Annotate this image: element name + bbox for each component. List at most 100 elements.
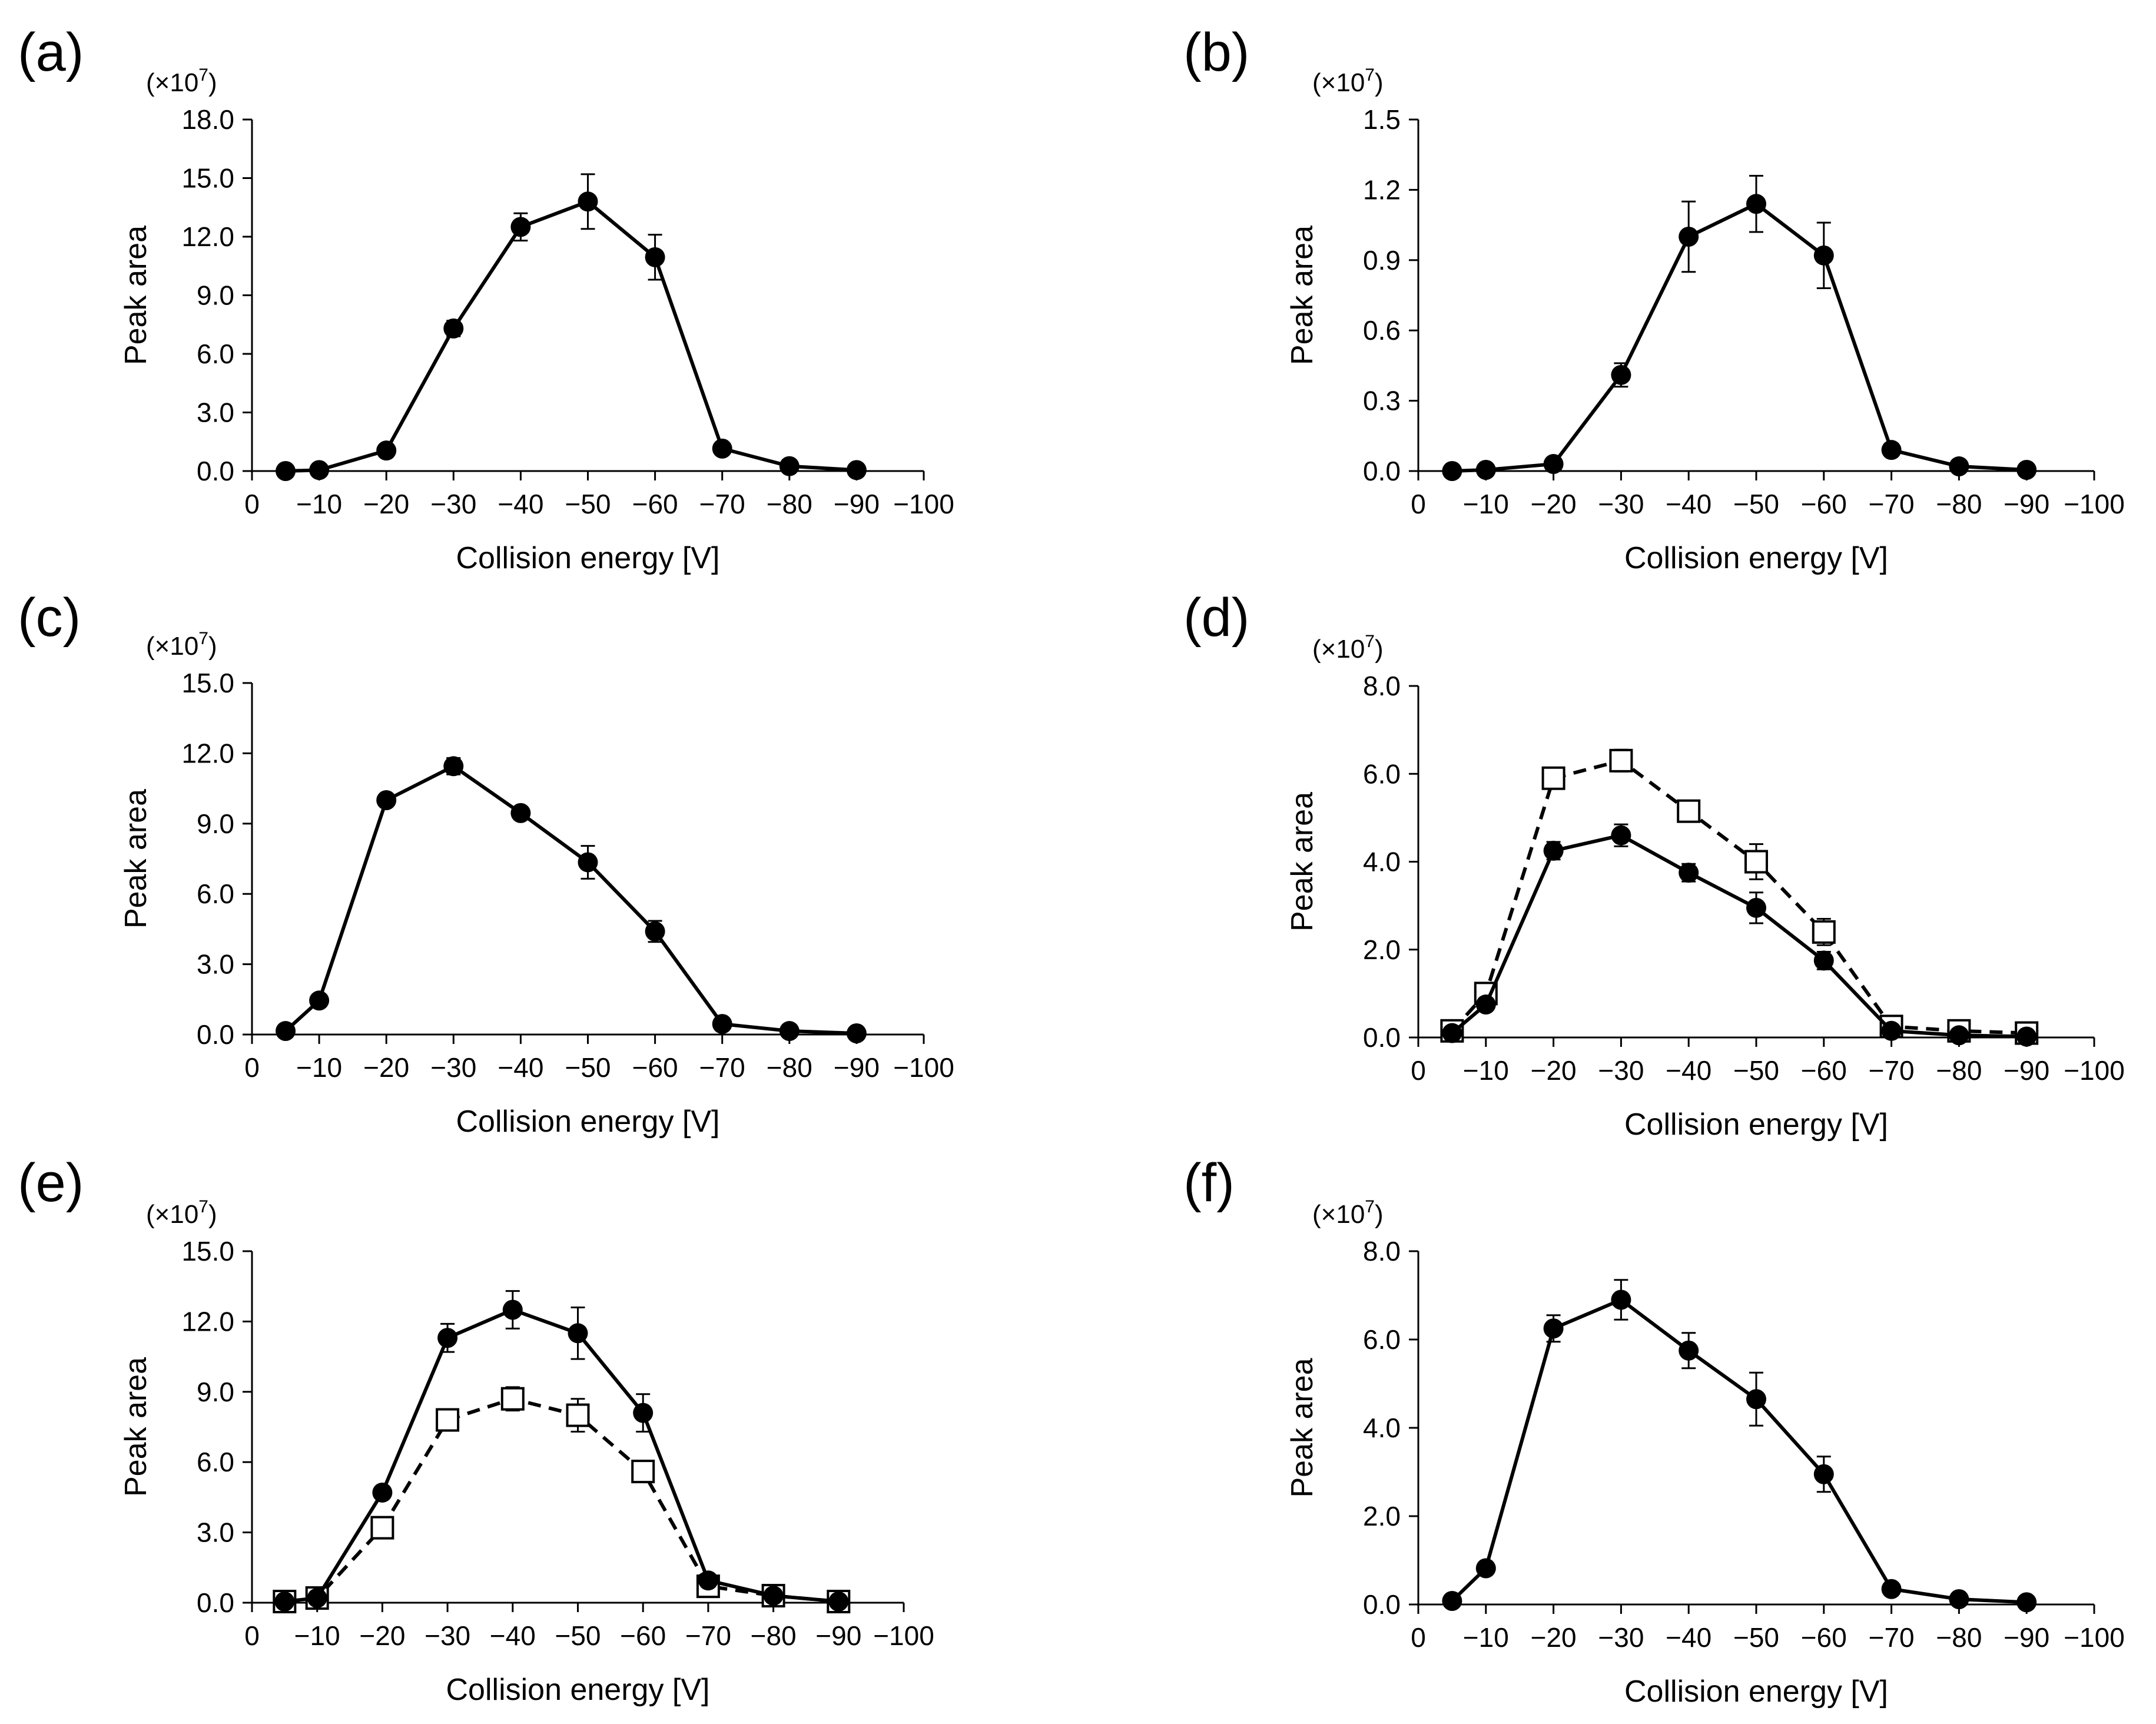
data-point-circle xyxy=(443,756,464,777)
panel-label: (f) xyxy=(1183,1153,1235,1213)
y-tick-label: 6.0 xyxy=(1363,1324,1401,1355)
x-tick-label: −90 xyxy=(2004,489,2049,519)
multiplier-base: (×10 xyxy=(146,632,198,661)
y-tick-label: 4.0 xyxy=(1363,847,1401,877)
data-point-circle xyxy=(307,1588,327,1609)
y-axis-title: Peak area xyxy=(1285,1358,1319,1497)
x-tick-label: −50 xyxy=(1733,1622,1779,1653)
data-point-circle xyxy=(1442,1591,1462,1611)
x-tick-label: −60 xyxy=(632,1052,678,1083)
x-tick-label: −10 xyxy=(1463,489,1509,519)
data-point-square xyxy=(500,1387,525,1411)
data-point-square xyxy=(436,1408,460,1432)
data-point-circle xyxy=(568,1323,588,1344)
x-tick-label: −80 xyxy=(1936,1055,1982,1086)
y-tick-label: 3.0 xyxy=(197,949,234,980)
x-axis-title: Collision energy [V] xyxy=(456,1105,720,1139)
y-axis-title: Peak area xyxy=(119,789,153,929)
y-tick-label: 8.0 xyxy=(1363,671,1401,701)
multiplier-close: ) xyxy=(208,68,217,97)
data-point-circle xyxy=(1746,194,1766,214)
y-tick-label: 8.0 xyxy=(1363,1236,1401,1267)
data-point-square xyxy=(1744,850,1768,874)
y-tick-label: 9.0 xyxy=(197,1377,234,1407)
x-axis-title: Collision energy [V] xyxy=(446,1673,710,1707)
multiplier-exponent: 7 xyxy=(1365,632,1375,651)
y-tick-label: 1.2 xyxy=(1363,174,1401,205)
x-tick-label: −50 xyxy=(1733,1055,1779,1086)
y-tick-label: 6.0 xyxy=(197,878,234,909)
y-tick-label: 2.0 xyxy=(1363,934,1401,965)
data-point-circle xyxy=(712,1014,732,1035)
data-point-circle xyxy=(1543,454,1564,475)
chart-panel-f: (f) (×107) 0.0 2.0 4.0 6.0 8.0 0 −10 −20 −30 −40 −50… xyxy=(1183,1153,2125,1709)
y-tick-label: 12.0 xyxy=(181,1306,234,1337)
x-tick-label: −40 xyxy=(1666,1622,1711,1653)
x-tick-label: −100 xyxy=(2064,489,2125,519)
data-point-square xyxy=(370,1516,394,1540)
multiplier-close: ) xyxy=(208,632,217,661)
multiplier-close: ) xyxy=(1375,68,1384,97)
y-tick-label: 4.0 xyxy=(1363,1413,1401,1443)
multiplier-close: ) xyxy=(1375,635,1384,664)
data-point-square xyxy=(1812,920,1836,944)
x-tick-label: −70 xyxy=(1869,1622,1915,1653)
series-open-squares xyxy=(1440,748,2039,1045)
data-point-square xyxy=(566,1403,590,1427)
y-tick-label: 9.0 xyxy=(197,280,234,311)
data-point-circle xyxy=(376,440,397,461)
data-point-circle xyxy=(779,456,800,476)
panel-label: (a) xyxy=(18,22,84,82)
x-tick-label: 0 xyxy=(1411,1622,1426,1653)
y-tick-label: 3.0 xyxy=(197,397,234,428)
series-line xyxy=(1451,758,2027,1035)
data-point-circle xyxy=(763,1586,784,1606)
data-point-circle xyxy=(1949,1025,1969,1046)
chart-panel-d: (d) (×107) 0.0 2.0 4.0 6.0 8.0 0 −10 −20 −30 −40 −50… xyxy=(1183,588,2125,1142)
data-point-circle xyxy=(846,1023,867,1044)
data-point-square xyxy=(1609,748,1633,773)
data-point-circle xyxy=(1475,460,1496,480)
data-point-circle xyxy=(1442,461,1462,481)
x-tick-label: −50 xyxy=(565,489,611,519)
x-tick-label: −10 xyxy=(294,1620,340,1651)
y-tick-label: 1.5 xyxy=(1363,104,1401,135)
chart-panel-b: (b) (×107) 0.0 0.3 0.6 0.9 1.2 1.5 0 −10 −20 −30 −40… xyxy=(1183,22,2125,575)
data-point-circle xyxy=(1543,840,1564,861)
y-tick-label: 6.0 xyxy=(197,1447,234,1477)
y-tick-label: 0.0 xyxy=(1363,456,1401,486)
x-tick-label: −90 xyxy=(2004,1055,2049,1086)
multiplier-exponent: 7 xyxy=(1365,1197,1375,1216)
y-tick-label: 0.0 xyxy=(1363,1589,1401,1620)
series-filled-circles xyxy=(1442,823,2037,1047)
y-tick-label: 0.9 xyxy=(1363,245,1401,276)
data-point-circle xyxy=(645,247,665,267)
y-tick-label: 15.0 xyxy=(181,668,234,698)
multiplier-base: (×10 xyxy=(1312,1200,1365,1229)
y-tick-label: 18.0 xyxy=(181,104,234,135)
x-tick-label: −40 xyxy=(497,489,543,519)
data-point-circle xyxy=(2016,1026,2037,1047)
x-tick-label: −70 xyxy=(699,1052,745,1083)
y-axis-title: Peak area xyxy=(1285,226,1319,365)
x-tick-label: 0 xyxy=(244,489,260,519)
x-tick-label: −80 xyxy=(767,489,812,519)
panel-label: (e) xyxy=(18,1153,84,1213)
x-axis-title: Collision energy [V] xyxy=(1624,541,1888,575)
series-line xyxy=(284,764,857,1036)
chart-panel-c: (c) (×107)0.03.06.09.012.015.00 −10 −20 −30−… xyxy=(18,588,954,1139)
data-point-circle xyxy=(1611,364,1631,385)
panel-label: (c) xyxy=(18,588,81,648)
y-tick-label: 15.0 xyxy=(181,1236,234,1267)
multiplier-exponent: 7 xyxy=(198,65,208,85)
x-tick-label: −10 xyxy=(296,1052,342,1083)
x-tick-label: −40 xyxy=(1666,489,1711,519)
y-axis-title: Peak area xyxy=(119,226,153,365)
data-point-square xyxy=(1541,766,1565,790)
multiplier-close: ) xyxy=(1375,1200,1384,1229)
y-tick-label: 9.0 xyxy=(197,808,234,839)
series-line xyxy=(284,1308,839,1603)
data-point-circle xyxy=(1813,245,1834,266)
x-tick-label: 0 xyxy=(1411,1055,1426,1086)
y-tick-label: 0.0 xyxy=(197,1587,234,1618)
